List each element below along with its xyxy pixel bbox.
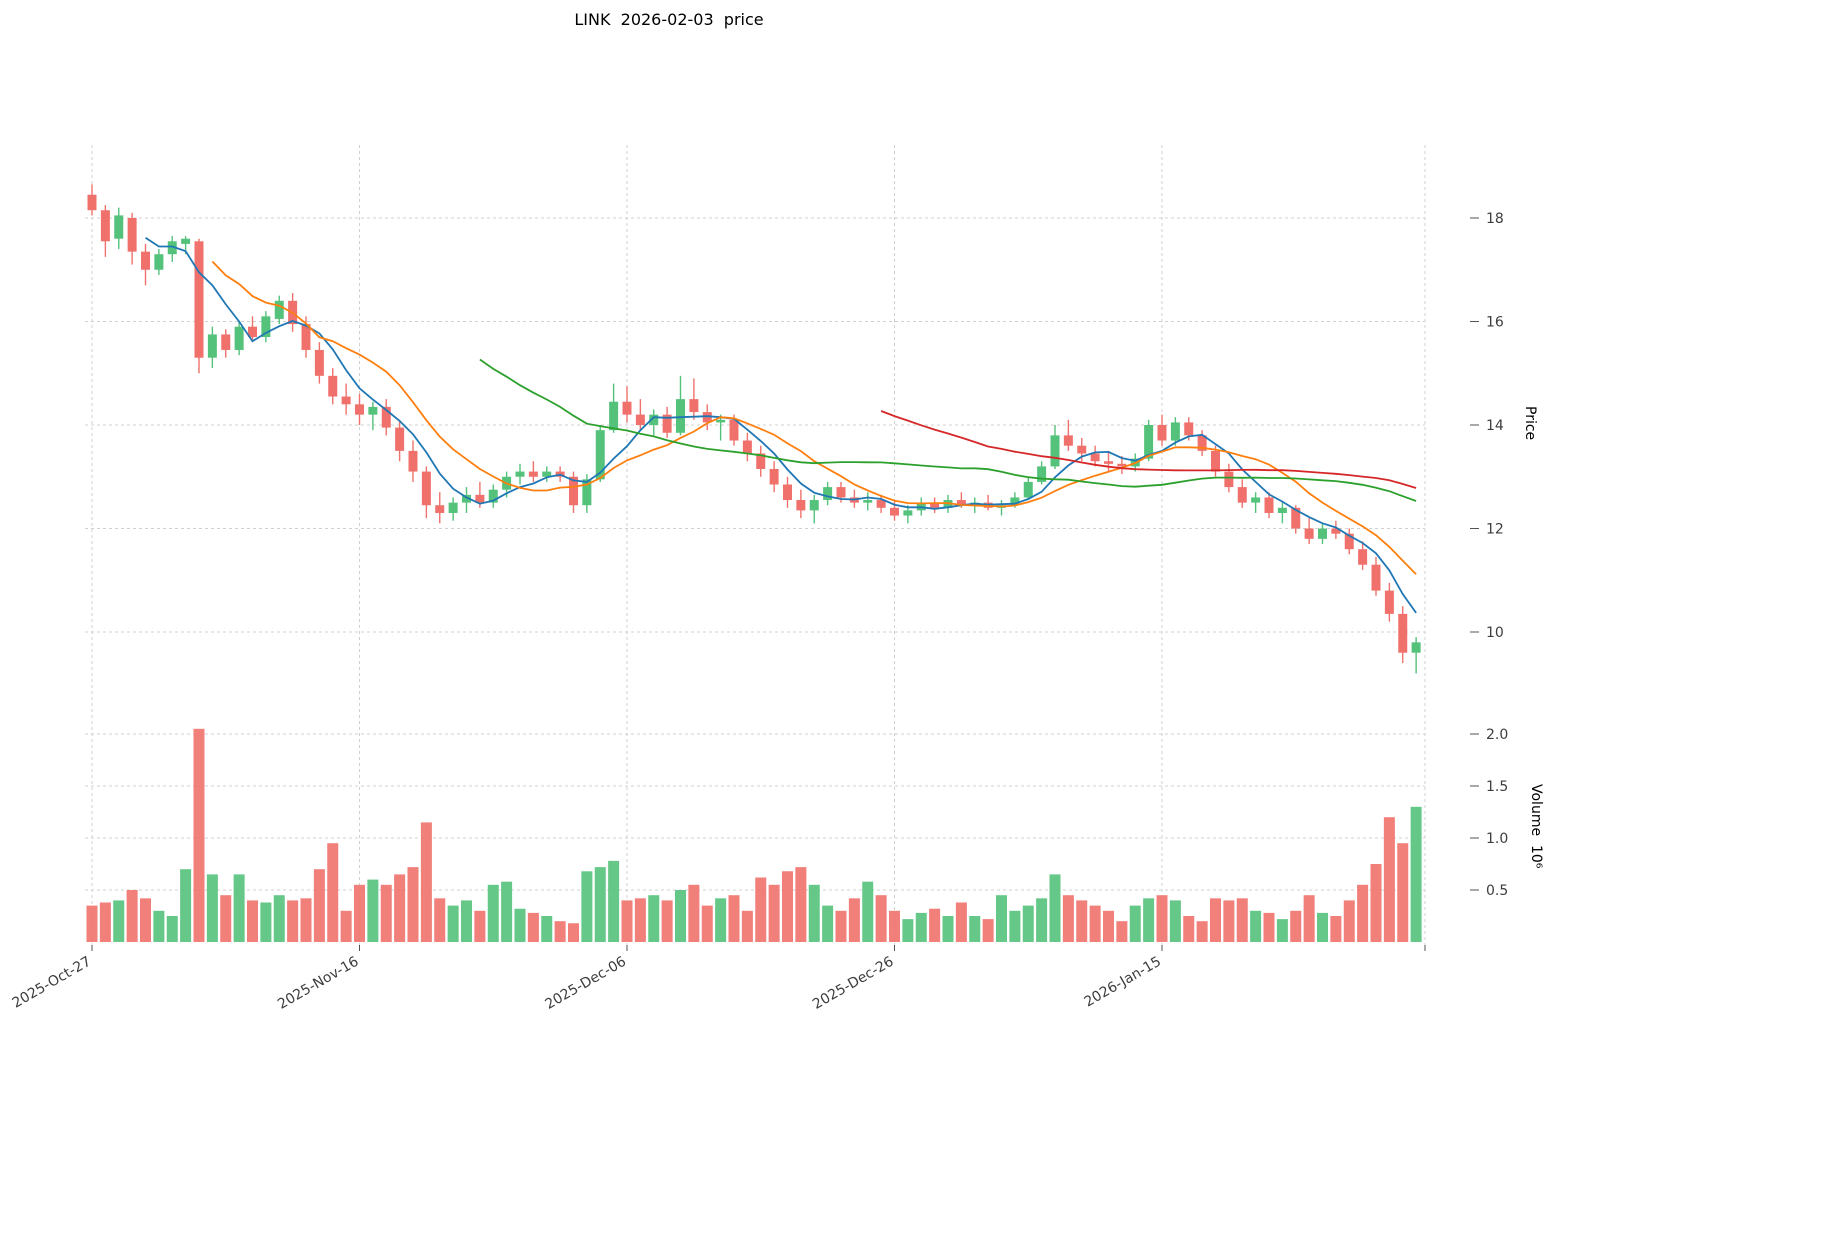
svg-text:1.0: 1.0 bbox=[1486, 831, 1508, 847]
svg-text:14: 14 bbox=[1486, 418, 1504, 434]
svg-text:2.0: 2.0 bbox=[1486, 727, 1508, 743]
svg-text:10: 10 bbox=[1486, 625, 1504, 641]
svg-text:0.5: 0.5 bbox=[1486, 883, 1508, 899]
svg-text:16: 16 bbox=[1486, 315, 1504, 331]
svg-text:18: 18 bbox=[1486, 211, 1504, 227]
gridlines bbox=[85, 145, 1426, 945]
x-tick-labels: 2025-Oct-27 2025-Nov-16 2025-Dec-06 2025-De… bbox=[10, 945, 1426, 1013]
ma-line-60 bbox=[880, 410, 1417, 489]
svg-text:2025-Nov-16: 2025-Nov-16 bbox=[275, 954, 361, 1013]
ma-line-10 bbox=[211, 260, 1417, 575]
volume-tick-labels: 0.5 1.0 1.5 2.0 bbox=[1470, 727, 1508, 899]
svg-text:2025-Dec-06: 2025-Dec-06 bbox=[543, 954, 630, 1013]
svg-text:12: 12 bbox=[1486, 522, 1504, 538]
svg-text:2025-Oct-27: 2025-Oct-27 bbox=[10, 954, 94, 1012]
volume-series bbox=[86, 728, 1422, 942]
svg-text:2026-Jan-15: 2026-Jan-15 bbox=[1082, 954, 1164, 1011]
ma-line-5 bbox=[145, 236, 1417, 614]
ma-line-30 bbox=[479, 358, 1417, 502]
candlestick-series bbox=[87, 184, 1421, 674]
price-tick-labels: 10 12 14 16 18 bbox=[1470, 211, 1504, 641]
svg-text:2025-Dec-26: 2025-Dec-26 bbox=[810, 954, 897, 1013]
svg-text:1.5: 1.5 bbox=[1486, 779, 1508, 795]
chart-title: LINK 2026-02-03 price bbox=[574, 10, 764, 29]
